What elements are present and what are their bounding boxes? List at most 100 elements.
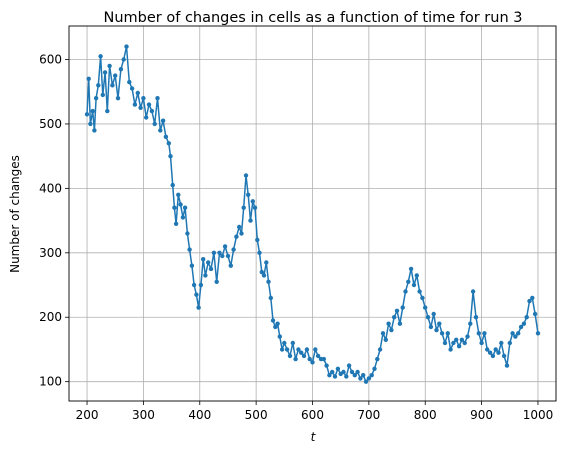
data-point xyxy=(335,366,341,371)
x-tick-label: 900 xyxy=(470,408,493,422)
data-point xyxy=(90,108,95,114)
data-point xyxy=(487,350,493,355)
data-point xyxy=(187,247,192,252)
data-point xyxy=(132,102,138,107)
data-point xyxy=(423,305,428,310)
data-point xyxy=(160,118,166,123)
data-point xyxy=(243,173,249,178)
data-point xyxy=(442,340,448,346)
data-point xyxy=(217,250,222,255)
data-point xyxy=(476,331,481,336)
data-point xyxy=(369,373,374,378)
data-point xyxy=(451,340,456,346)
data-point xyxy=(307,356,312,362)
data-point xyxy=(96,83,101,88)
data-point xyxy=(194,292,199,297)
data-point xyxy=(127,79,132,85)
data-point xyxy=(332,374,338,379)
data-point xyxy=(524,315,529,320)
data-point xyxy=(250,199,255,204)
data-point xyxy=(403,289,408,294)
data-point xyxy=(321,356,326,362)
data-point xyxy=(107,63,112,69)
data-point xyxy=(437,321,442,326)
data-point xyxy=(363,379,369,384)
data-point xyxy=(270,318,276,323)
data-point xyxy=(185,231,190,236)
data-point xyxy=(361,373,366,378)
data-point xyxy=(241,205,246,210)
y-tick-label: 500 xyxy=(39,117,62,131)
data-point xyxy=(465,334,470,339)
data-point xyxy=(408,266,414,272)
data-point xyxy=(158,128,163,133)
data-point xyxy=(352,373,357,378)
data-point xyxy=(315,353,321,359)
axis-ticks: 200 300 400 500 600 700 800 900 1000 100 200 300 400… xyxy=(39,53,553,422)
data-point xyxy=(166,141,171,146)
data-point xyxy=(349,369,355,375)
data-point xyxy=(473,315,479,320)
data-point xyxy=(129,86,135,91)
data-point xyxy=(417,289,422,294)
x-tick-label: 200 xyxy=(76,408,99,422)
x-tick-label: 600 xyxy=(301,408,324,422)
data-point xyxy=(191,282,197,288)
data-point xyxy=(493,347,498,352)
data-point xyxy=(176,192,181,197)
data-point xyxy=(279,347,285,352)
data-point xyxy=(222,244,228,249)
data-point xyxy=(425,315,431,320)
data-point xyxy=(100,92,106,98)
data-point xyxy=(86,76,91,82)
data-point xyxy=(324,363,329,368)
data-point xyxy=(275,321,280,326)
data-point xyxy=(266,279,271,284)
data-point xyxy=(268,295,273,301)
data-point xyxy=(513,334,518,339)
data-point xyxy=(496,350,501,355)
data-point xyxy=(420,295,425,301)
data-point xyxy=(124,44,129,49)
data-point xyxy=(397,321,403,326)
data-point xyxy=(102,70,108,75)
y-axis-label: Number of changes xyxy=(8,155,22,273)
data-point xyxy=(346,363,352,368)
data-point xyxy=(406,279,411,284)
data-point xyxy=(211,250,217,255)
data-point xyxy=(490,353,496,359)
data-point xyxy=(135,90,140,96)
data-point xyxy=(470,289,476,294)
data-point xyxy=(257,250,262,255)
chart-title: Number of changes in cells as a function… xyxy=(104,10,523,26)
data-point xyxy=(535,331,541,336)
data-point xyxy=(118,67,124,72)
data-point xyxy=(172,205,177,210)
data-point xyxy=(168,154,173,159)
data-point xyxy=(375,356,380,362)
data-point xyxy=(366,376,372,381)
data-series xyxy=(84,44,541,384)
data-point xyxy=(225,253,231,259)
data-point xyxy=(434,327,439,333)
x-axis-label: t xyxy=(311,430,317,444)
data-point xyxy=(389,327,394,333)
data-point xyxy=(341,369,346,375)
data-point xyxy=(296,347,301,352)
data-point xyxy=(428,324,434,330)
data-point xyxy=(448,347,453,352)
data-point xyxy=(527,298,532,304)
data-point xyxy=(93,96,99,101)
data-point xyxy=(214,279,219,284)
y-tick-label: 400 xyxy=(39,181,62,195)
data-point xyxy=(88,121,93,127)
data-point xyxy=(84,112,90,117)
y-tick-label: 300 xyxy=(39,246,62,260)
data-point xyxy=(380,331,386,336)
data-point xyxy=(431,311,436,317)
data-point xyxy=(301,353,307,359)
data-point xyxy=(180,215,186,220)
data-point xyxy=(479,340,484,346)
